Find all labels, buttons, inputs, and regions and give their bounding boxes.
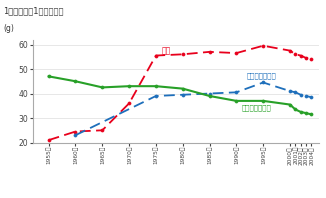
Text: 植物性たん白質: 植物性たん白質 bbox=[242, 105, 272, 111]
Text: (g): (g) bbox=[3, 24, 14, 33]
Text: 脂質: 脂質 bbox=[161, 46, 170, 55]
Text: 動物性たん白質: 動物性たん白質 bbox=[247, 73, 277, 79]
Text: 1人あたりの1日の摄取量: 1人あたりの1日の摄取量 bbox=[3, 6, 64, 15]
